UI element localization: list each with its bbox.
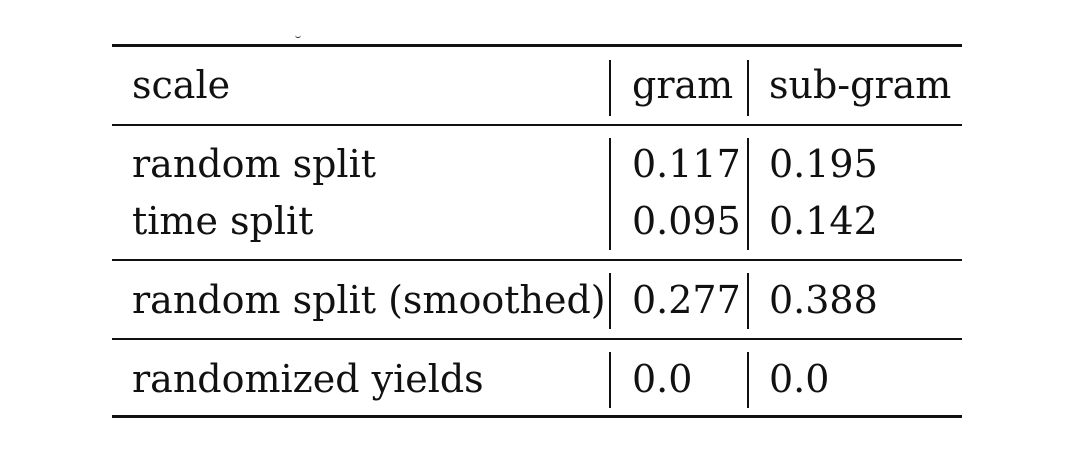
column-divider (747, 273, 749, 329)
gram-value: 0.0 (632, 357, 693, 401)
column-divider (609, 60, 611, 116)
row-label: random split (132, 142, 377, 186)
bottom-rule (112, 415, 962, 418)
header-sub-gram: sub-gram (769, 63, 952, 107)
gram-value: 0.277 (632, 278, 741, 322)
header-rule (112, 124, 962, 126)
row-label: time split (132, 199, 314, 243)
column-divider (747, 138, 749, 250)
sub-gram-value: 0.0 (769, 357, 830, 401)
column-divider (747, 352, 749, 408)
column-divider (609, 138, 611, 250)
row-label: randomized yields (132, 357, 484, 401)
gram-value: 0.095 (632, 199, 741, 243)
header-scale: scale (132, 63, 231, 107)
group-rule (112, 338, 962, 340)
column-divider (609, 273, 611, 329)
header-gram: gram (632, 63, 734, 107)
top-rule (112, 44, 962, 47)
row-label: random split (smoothed) (132, 278, 606, 322)
caption-remnant-mark (295, 33, 301, 38)
column-divider (609, 352, 611, 408)
sub-gram-value: 0.195 (769, 142, 878, 186)
gram-value: 0.117 (632, 142, 741, 186)
sub-gram-value: 0.142 (769, 199, 878, 243)
column-divider (747, 60, 749, 116)
sub-gram-value: 0.388 (769, 278, 878, 322)
group-rule (112, 259, 962, 261)
